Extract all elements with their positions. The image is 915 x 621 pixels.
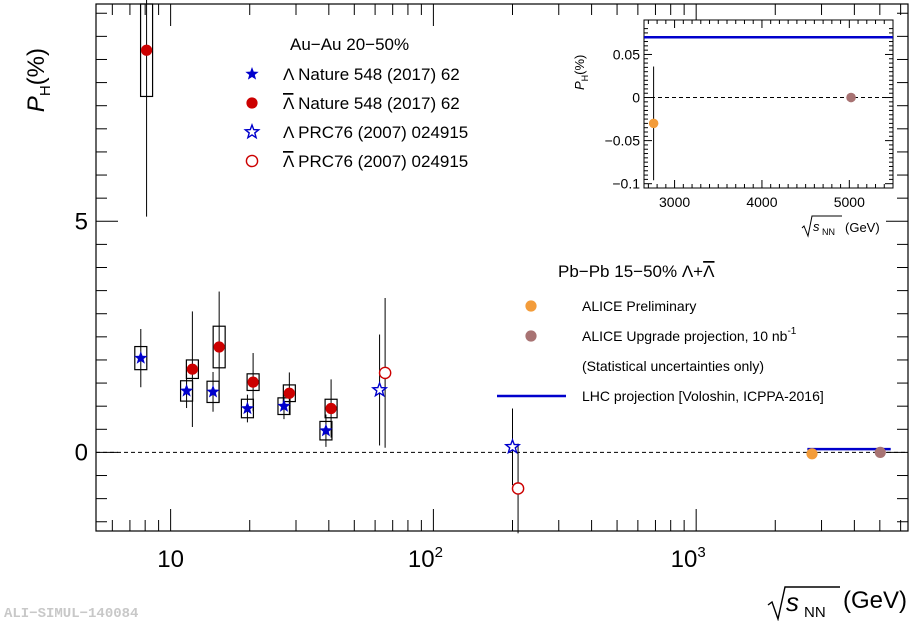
inset-data-point	[846, 92, 856, 103]
data-point	[511, 482, 525, 495]
legend-entry-label: LHC projection [Voloshin, ICPPA-2016]	[582, 388, 824, 404]
inset-y-tick-label: −0.1	[612, 176, 640, 192]
legend-entry-label: Λ PRC76 (2007) 024915	[283, 123, 468, 142]
data-point	[240, 401, 255, 415]
legend-entry-label: ALICE Preliminary	[582, 298, 696, 314]
inset-x-axis-label: s NN (GeV)	[801, 215, 880, 238]
data-point	[319, 423, 333, 437]
legend-pb-pb-title: Pb−Pb 15−50% Λ+Λ	[558, 262, 715, 281]
legend-marker	[245, 67, 259, 80]
systematic-box	[134, 345, 148, 371]
legend-marker	[525, 300, 537, 312]
data-point	[503, 437, 522, 455]
legend-entry-label: (Statistical uncertainties only)	[582, 358, 764, 374]
inset-x-tick-label: 5000	[834, 194, 865, 210]
systematic-box	[212, 325, 226, 369]
legend-entry-label: Λ Nature 548 (2017) 62	[283, 94, 460, 113]
inset-sqrt-icon	[801, 215, 842, 238]
x-axis-symbol: s	[786, 587, 799, 617]
systematic-box	[282, 384, 296, 403]
systematic-box	[324, 398, 338, 419]
inset-x-axis-unit: (GeV)	[845, 220, 880, 235]
data-point	[213, 341, 225, 353]
inset-y-tick-label: −0.05	[605, 133, 641, 149]
x-axis-unit: (GeV)	[843, 587, 907, 614]
data-point	[378, 366, 392, 380]
inset-panel: 3000 4000 5000 −0.1 −0.05 0 0.05 PH(%) s NN (G…	[572, 19, 894, 238]
inset-y-tick-label: 0	[632, 90, 640, 106]
inset-data-point	[648, 118, 659, 129]
legend-pb-pb: Pb−Pb 15−50% Λ+Λ ALICE Preliminary ALICE …	[497, 262, 824, 404]
legend-marker	[246, 97, 258, 109]
systematic-box	[185, 359, 199, 380]
data-point	[140, 44, 153, 56]
inset-frame	[643, 19, 894, 189]
main-data-marks	[134, 0, 891, 534]
legend-au-au-title: Au−Au 20−50%	[290, 35, 409, 54]
y-tick-label: 5	[75, 208, 88, 235]
inset-x-tick-label: 3000	[659, 194, 690, 210]
x-axis-subscript: NN	[804, 604, 826, 621]
main-axes: 10 102 103 0 5	[75, 4, 908, 573]
x-tick-label: 102	[408, 544, 443, 573]
inset-x-axis-symbol: s	[813, 219, 820, 234]
sqrt-icon	[767, 586, 840, 621]
systematic-box	[246, 373, 260, 392]
y-tick-label: 0	[75, 439, 88, 466]
inset-data-marks	[644, 35, 893, 181]
data-point	[206, 384, 220, 398]
legend-au-au: Au−Au 20−50% Λ Nature 548 (2017) 62 Λ Nat…	[243, 35, 468, 171]
legend-marker	[525, 330, 537, 342]
data-point	[874, 446, 886, 459]
inset-x-axis-subscript: NN	[822, 227, 835, 237]
legend-marker	[243, 123, 261, 140]
legend-entry-label: Λ Nature 548 (2017) 62	[283, 65, 460, 84]
systematic-box	[319, 420, 333, 441]
inset-axes: 3000 4000 5000 −0.1 −0.05 0 0.05	[605, 20, 894, 210]
x-axis-label: s NN (GeV)	[767, 586, 907, 621]
data-point	[283, 387, 295, 399]
data-point	[325, 402, 337, 415]
data-point	[134, 351, 148, 364]
legend-marker	[245, 154, 259, 168]
data-point	[186, 363, 198, 375]
watermark-label: ALI−SIMUL−140084	[4, 606, 138, 621]
x-tick-label: 103	[671, 544, 706, 573]
data-point	[247, 376, 259, 388]
legend-entry-label: ALICE Upgrade projection, 10 nb-1	[582, 326, 797, 344]
y-axis-label: PH(%)	[23, 48, 54, 112]
systematic-box	[139, 3, 154, 98]
data-point	[277, 399, 291, 412]
data-point	[179, 383, 194, 397]
inset-x-tick-label: 4000	[746, 194, 777, 210]
systematic-box	[277, 397, 291, 416]
x-tick-label: 10	[157, 546, 184, 573]
inset-y-tick-label: 0.05	[613, 46, 640, 62]
inset-y-axis-label: PH(%)	[572, 55, 590, 90]
data-point	[806, 448, 818, 460]
legend-entry-label: Λ PRC76 (2007) 024915	[283, 152, 468, 171]
data-point	[371, 380, 389, 398]
